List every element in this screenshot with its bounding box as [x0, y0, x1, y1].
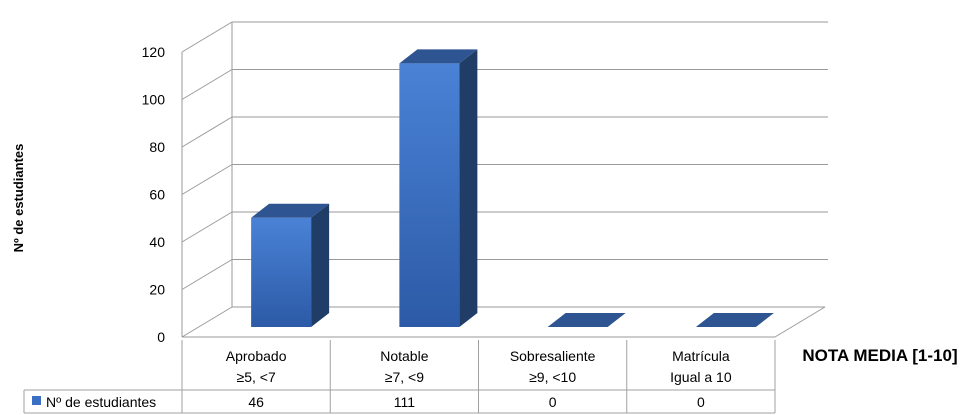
bar-top	[548, 313, 626, 327]
x-tick-label: Sobresaliente ≥9, <10	[510, 348, 596, 385]
data-label: 46	[248, 394, 264, 410]
legend-swatch	[32, 396, 41, 405]
x-axis-label: NOTA MEDIA [1-10]	[802, 346, 957, 365]
bar-top	[696, 313, 774, 327]
y-tick-label: 40	[149, 234, 165, 250]
data-label: 111	[394, 394, 415, 410]
legend-label: Nº de estudiantes	[46, 394, 156, 410]
gridline-diagonal	[182, 22, 232, 52]
gridline-diagonal	[182, 212, 232, 242]
bar-front	[251, 218, 311, 327]
gridline-diagonal	[182, 260, 232, 290]
y-tick-label: 80	[149, 139, 165, 155]
gridline-diagonal	[182, 70, 232, 100]
y-tick-label: 0	[157, 329, 165, 345]
gridline-diagonal	[182, 307, 232, 337]
y-tick-labels: 0 20 40 60 80 100 120	[142, 44, 166, 345]
floor-right-edge	[775, 307, 825, 337]
x-tick-label: Notable ≥7, <9	[380, 348, 428, 385]
bar	[399, 49, 477, 327]
y-axis-label: Nº de estudiantes	[11, 144, 26, 253]
y-tick-label: 60	[149, 187, 165, 203]
bar-front	[399, 63, 459, 327]
data-label: 0	[697, 394, 705, 410]
data-label: 0	[549, 394, 557, 410]
bar	[251, 204, 329, 327]
bar-side	[459, 49, 477, 327]
y-tick-label: 20	[149, 282, 165, 298]
data-table: Aprobado ≥5, <7 46 Notable ≥7, <9 111 Sobresal…	[24, 340, 775, 413]
bars	[251, 49, 774, 327]
x-tick-label: Aprobado ≥5, <7	[226, 348, 287, 385]
bar-side	[311, 204, 329, 327]
bar	[696, 313, 774, 327]
y-tick-label: 120	[142, 44, 166, 60]
y-tick-label: 100	[142, 92, 166, 108]
bar	[548, 313, 626, 327]
gridline-diagonal	[182, 117, 232, 147]
x-tick-label: Matrícula Igual a 10	[670, 348, 732, 385]
gridline-diagonal	[182, 165, 232, 195]
